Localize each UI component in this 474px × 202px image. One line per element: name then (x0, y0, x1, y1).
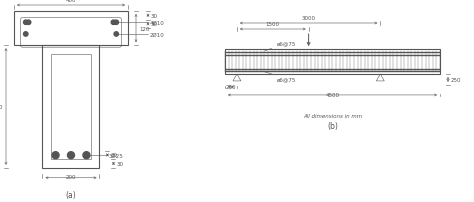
Circle shape (111, 21, 116, 25)
Text: 250: 250 (226, 84, 236, 89)
Text: 30: 30 (151, 14, 158, 19)
Text: 4500: 4500 (326, 93, 339, 97)
Text: (b): (b) (327, 121, 338, 130)
Circle shape (114, 33, 118, 37)
Text: 200: 200 (66, 174, 76, 179)
Circle shape (67, 152, 74, 159)
Text: (a): (a) (65, 190, 76, 199)
Text: 3Ø25: 3Ø25 (109, 153, 123, 158)
Text: 1500: 1500 (266, 22, 280, 27)
Text: 4Ø10: 4Ø10 (150, 21, 165, 26)
Bar (225, 50, 440, 75)
Circle shape (24, 21, 28, 25)
Text: 2Ø10: 2Ø10 (150, 32, 165, 37)
Circle shape (52, 152, 59, 159)
Text: All dimensions in mm: All dimensions in mm (303, 113, 362, 118)
Text: 400: 400 (66, 0, 76, 2)
Text: 250: 250 (451, 78, 462, 83)
Text: 430: 430 (0, 104, 3, 109)
Text: ø6@75: ø6@75 (264, 41, 296, 52)
Circle shape (114, 21, 118, 25)
Circle shape (27, 21, 31, 25)
Text: 30: 30 (151, 22, 158, 27)
Bar (51, 55, 91, 159)
Text: 30: 30 (110, 153, 118, 158)
Bar (14, 12, 128, 46)
Circle shape (24, 33, 28, 37)
Circle shape (83, 152, 90, 159)
Text: 3000: 3000 (301, 16, 316, 21)
Text: 120: 120 (139, 26, 149, 32)
Text: 30: 30 (117, 161, 124, 166)
Text: ø6@75: ø6@75 (264, 73, 296, 82)
Bar (43, 46, 100, 168)
